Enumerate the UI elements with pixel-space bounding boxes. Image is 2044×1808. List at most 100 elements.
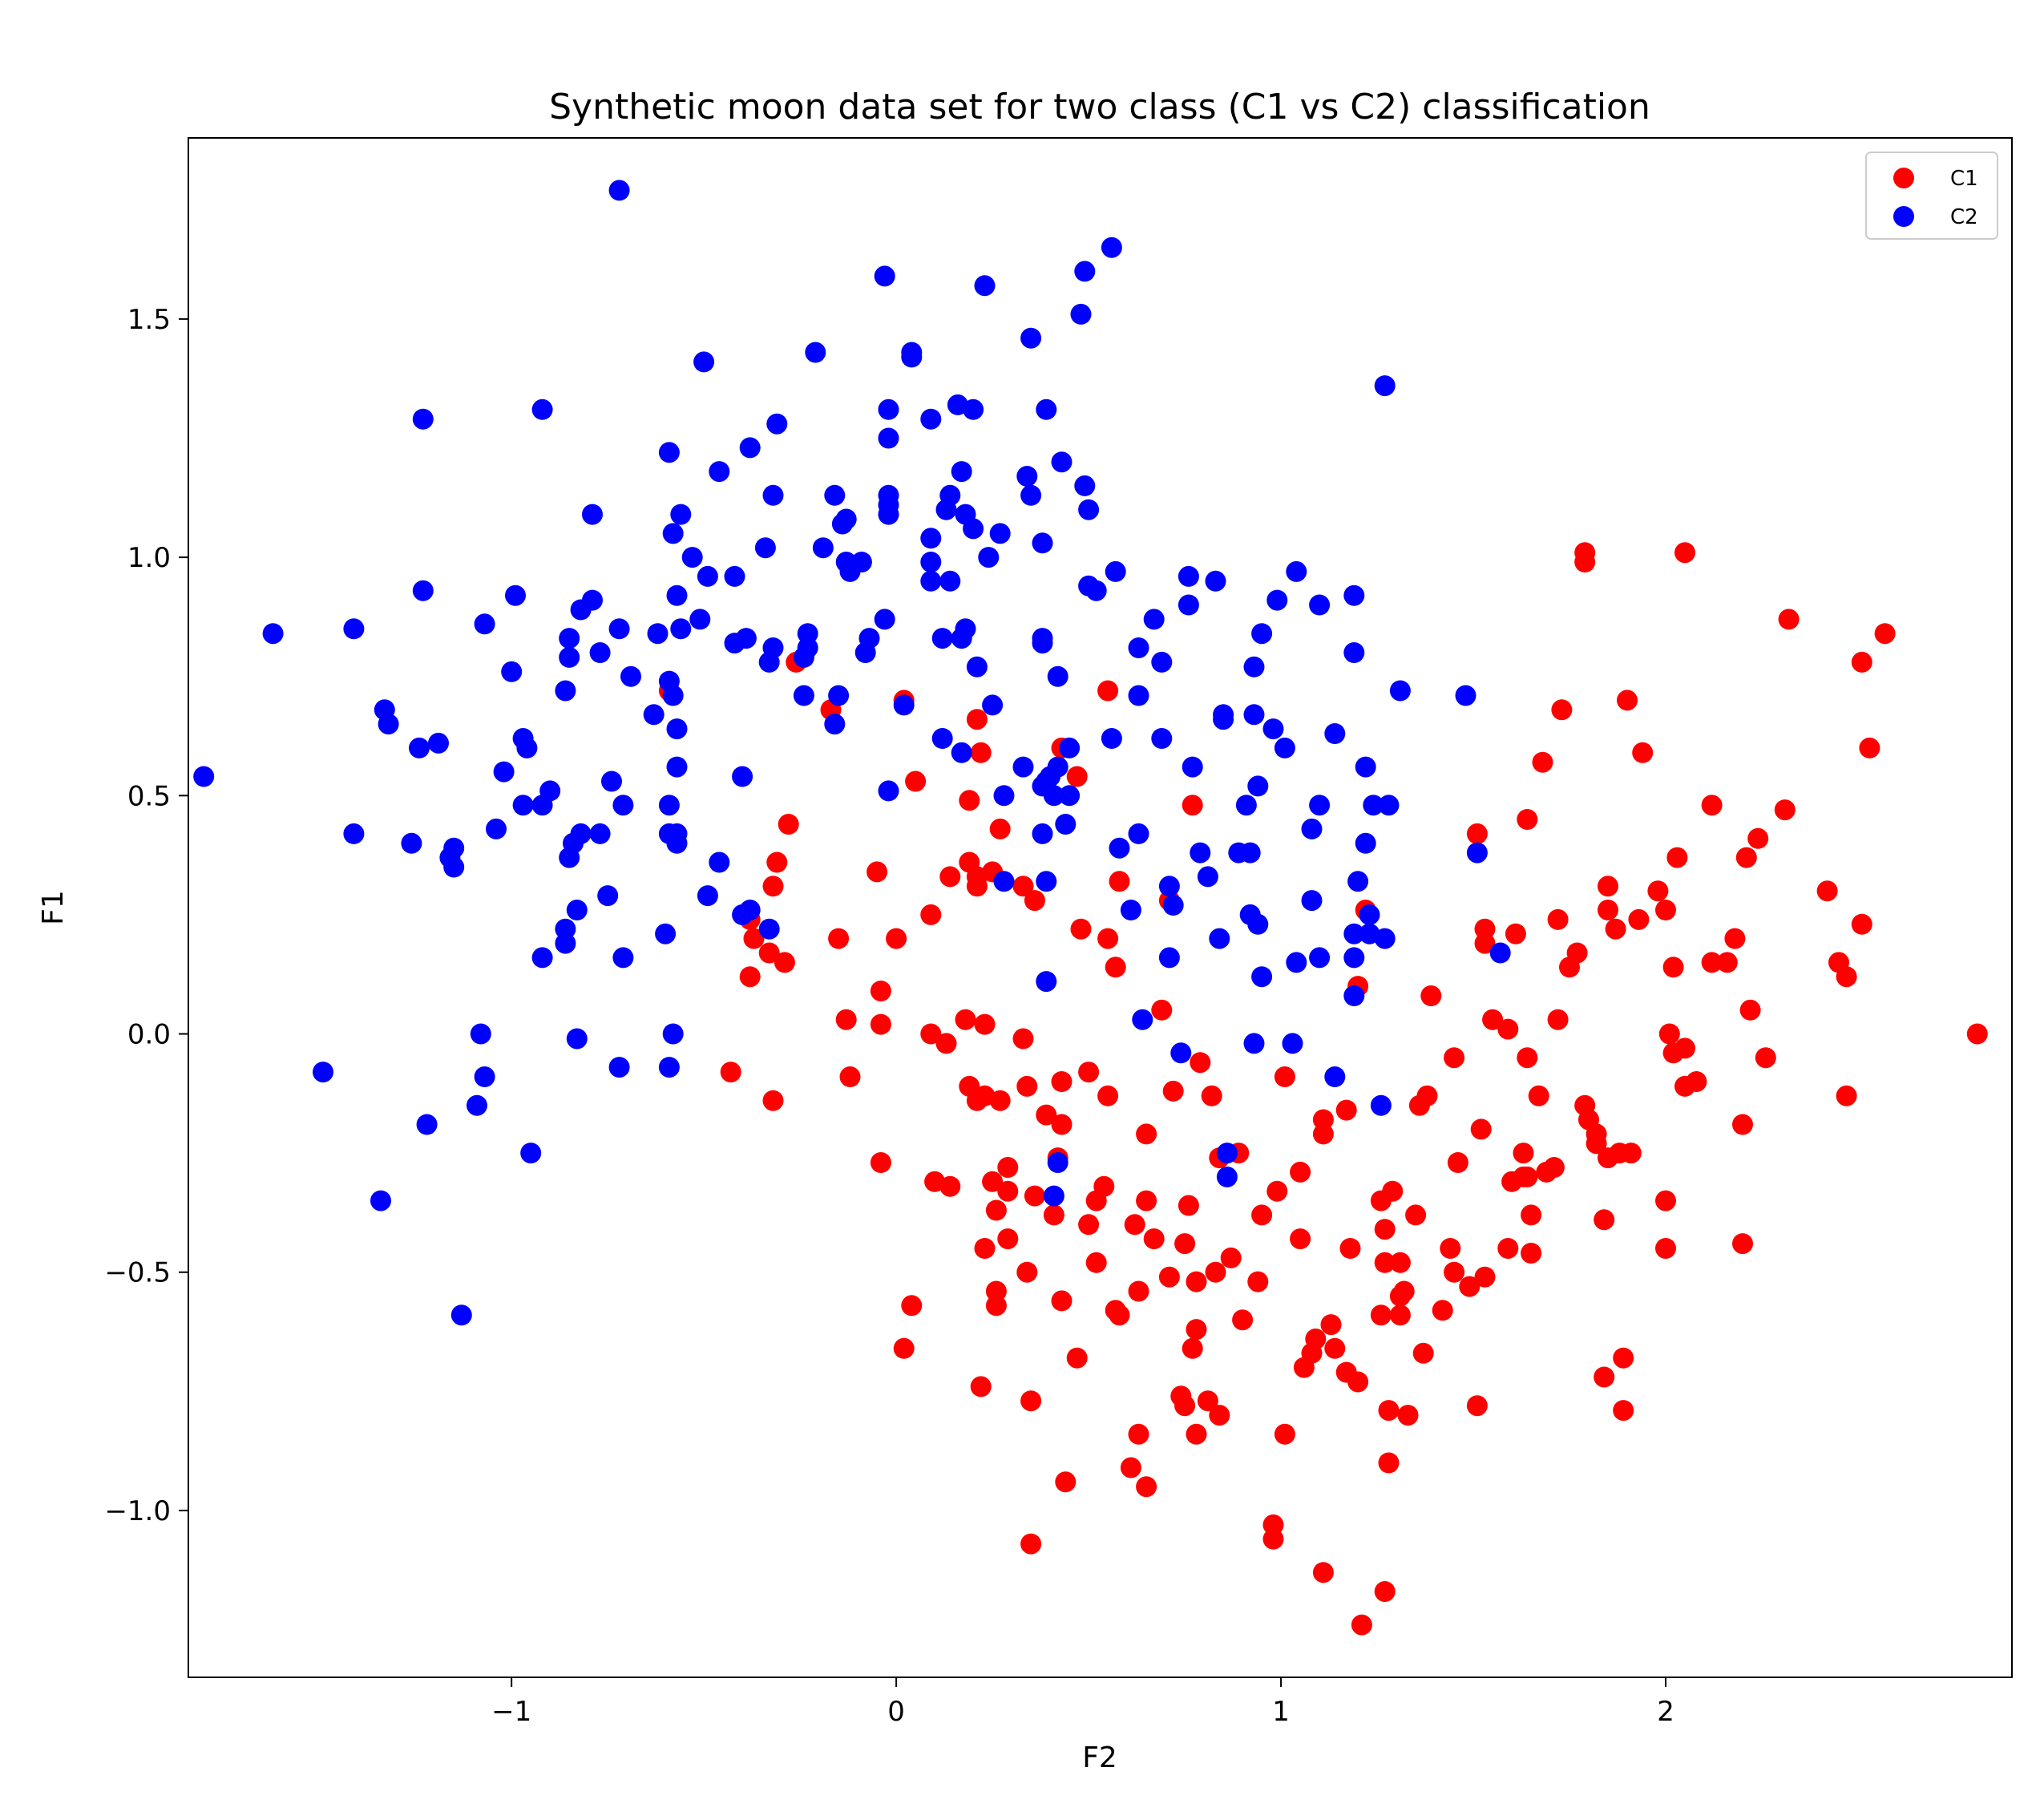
point-c1-208 xyxy=(1186,1319,1207,1341)
point-c1-219 xyxy=(970,1376,992,1397)
point-c1-84 xyxy=(1097,680,1119,702)
point-c1-220 xyxy=(1020,1390,1042,1412)
point-c1-234 xyxy=(1262,1514,1284,1535)
point-c2-16 xyxy=(878,398,899,420)
point-c2-41 xyxy=(831,513,853,535)
point-c1-200 xyxy=(1051,1290,1072,1312)
point-c1-100 xyxy=(966,876,988,897)
point-c1-193 xyxy=(1247,1271,1269,1292)
point-c2-85 xyxy=(951,628,972,649)
point-c2-150 xyxy=(658,795,680,816)
point-c1-119 xyxy=(1097,928,1119,949)
point-c2-148 xyxy=(539,780,561,802)
point-c2-2 xyxy=(874,265,895,287)
point-c2-60 xyxy=(505,584,526,606)
point-c1-103 xyxy=(766,851,788,873)
point-c2-8 xyxy=(901,346,923,368)
point-c1-204 xyxy=(1232,1309,1254,1331)
point-c1-13 xyxy=(1747,827,1769,849)
point-c1-96 xyxy=(778,814,799,835)
point-c2-158 xyxy=(343,823,365,844)
point-c2-75 xyxy=(724,633,745,654)
point-c1-183 xyxy=(1251,1204,1273,1226)
point-c2-146 xyxy=(512,795,534,816)
point-c2-32 xyxy=(935,499,957,520)
point-c2-194 xyxy=(1190,842,1211,864)
point-c2-117 xyxy=(824,714,846,735)
point-c1-236 xyxy=(1312,1562,1334,1584)
point-c1-116 xyxy=(828,928,850,949)
point-c1-37 xyxy=(1836,966,1857,988)
point-c2-123 xyxy=(1059,737,1081,758)
point-c1-75 xyxy=(1497,1238,1519,1259)
point-c1-134 xyxy=(720,1062,741,1083)
point-c1-135 xyxy=(839,1066,861,1087)
point-c2-142 xyxy=(666,718,688,740)
point-c1-197 xyxy=(1393,1280,1415,1302)
point-c1-25 xyxy=(1474,918,1496,940)
point-c1-218 xyxy=(1066,1347,1088,1369)
point-c2-169 xyxy=(739,900,761,920)
point-c1-67 xyxy=(1501,1171,1523,1192)
point-c2-153 xyxy=(666,832,688,854)
point-c2-214 xyxy=(1158,947,1180,969)
point-c2-181 xyxy=(1047,756,1068,778)
point-c2-87 xyxy=(966,656,988,677)
point-c2-203 xyxy=(1162,895,1184,916)
point-c1-9 xyxy=(1632,742,1654,763)
point-c1-95 xyxy=(1182,795,1203,816)
point-c2-53 xyxy=(920,552,942,572)
point-c2-193 xyxy=(1128,823,1149,844)
point-c1-170 xyxy=(1078,1214,1100,1236)
point-c2-133 xyxy=(1355,756,1376,778)
point-c1-178 xyxy=(974,1238,996,1259)
point-c2-24 xyxy=(951,461,972,483)
point-c1-46 xyxy=(1517,1047,1538,1069)
point-c1-53 xyxy=(1836,1085,1857,1106)
point-c1-190 xyxy=(1158,1266,1180,1288)
point-c2-225 xyxy=(662,1023,684,1045)
point-c1-26 xyxy=(1505,923,1526,944)
point-c1-105 xyxy=(866,861,888,883)
point-c1-199 xyxy=(985,1295,1007,1317)
point-c1-154 xyxy=(1051,1114,1072,1135)
point-c2-67 xyxy=(608,618,630,640)
point-c2-20 xyxy=(878,427,899,449)
point-c1-239 xyxy=(1351,1614,1372,1636)
point-c1-161 xyxy=(939,1175,961,1197)
point-c1-124 xyxy=(870,981,891,1001)
point-c2-109 xyxy=(501,661,523,682)
x-tick-label: −1 xyxy=(491,1696,531,1728)
point-c1-38 xyxy=(1482,1009,1504,1030)
point-c1-39 xyxy=(1497,1018,1519,1040)
point-c1-23 xyxy=(1605,918,1626,940)
point-c1-59 xyxy=(1513,1143,1534,1164)
point-c1-2 xyxy=(1674,542,1695,564)
point-c1-104 xyxy=(762,876,784,897)
point-c2-103 xyxy=(1286,560,1307,582)
point-c2-159 xyxy=(401,832,422,854)
point-c2-100 xyxy=(1243,656,1265,677)
point-c2-64 xyxy=(474,613,495,635)
point-c2-21 xyxy=(658,442,680,463)
point-c2-128 xyxy=(1213,704,1234,726)
point-c1-214 xyxy=(1412,1342,1434,1364)
point-c1-79 xyxy=(1444,1261,1465,1283)
point-c1-33 xyxy=(1662,957,1684,978)
point-c1-228 xyxy=(1186,1423,1207,1445)
point-c2-242 xyxy=(1043,1185,1064,1207)
point-c2-183 xyxy=(1059,785,1081,807)
point-c2-30 xyxy=(824,484,846,506)
x-axis-label: F2 xyxy=(1082,1741,1117,1774)
point-c2-170 xyxy=(758,918,780,940)
point-c2-26 xyxy=(1016,466,1038,487)
point-c2-9 xyxy=(805,342,826,363)
point-c1-192 xyxy=(1205,1261,1226,1283)
point-c1-72 xyxy=(1655,1238,1676,1259)
point-c1-150 xyxy=(1335,1099,1357,1121)
point-c2-222 xyxy=(1343,985,1365,1006)
point-c1-6 xyxy=(1551,699,1573,721)
point-c1-181 xyxy=(1174,1233,1196,1255)
point-c1-227 xyxy=(1128,1423,1149,1445)
